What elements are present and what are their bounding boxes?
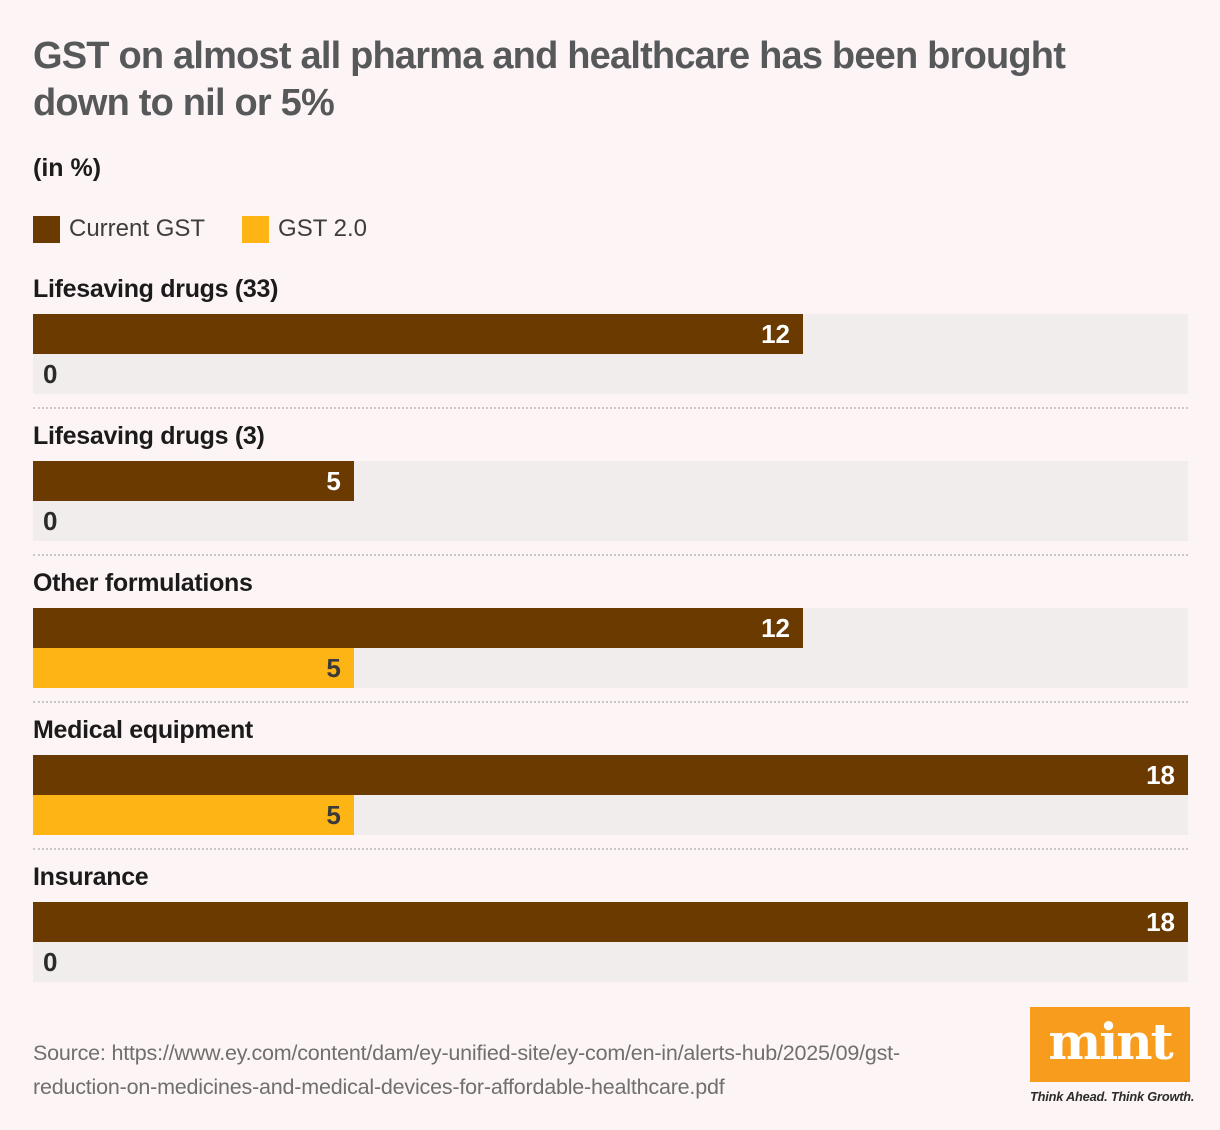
category-group: Lifesaving drugs (3) 5 0: [33, 421, 1188, 541]
bar-segment: 12: [33, 314, 803, 354]
bar-track-gst-2-0: 0: [33, 354, 1188, 394]
bar-value-label-zero: 0: [43, 947, 58, 977]
bar-value-label-zero: 0: [43, 506, 58, 536]
bar-segment: 18: [33, 902, 1188, 942]
bar-track-current-gst: 12: [33, 314, 1188, 354]
bar-track-current-gst: 12: [33, 608, 1188, 648]
bar-value-label: 5: [326, 465, 341, 496]
bar-segment: 5: [33, 795, 354, 835]
bar-value-label: 12: [761, 318, 790, 349]
legend-swatch-gst-2-0: [242, 215, 270, 243]
bar-segment: 12: [33, 608, 803, 648]
dotted-separator: [33, 554, 1188, 556]
dotted-separator: [33, 701, 1188, 703]
bar-value-label: 12: [761, 612, 790, 643]
mint-logo-text: mint: [1048, 1011, 1173, 1071]
chart-title-line1: GST on almost all pharma and healthcare …: [33, 35, 1066, 77]
category-label: Insurance: [33, 863, 149, 891]
bar-track-gst-2-0: 5: [33, 795, 1188, 835]
bar-value-label: 18: [1146, 759, 1175, 790]
bar-value-label: 5: [326, 799, 341, 830]
chart-title-line2: down to nil or 5%: [33, 82, 335, 124]
legend-item-gst-2-0: GST 2.0: [242, 215, 367, 243]
bar-value-label: 5: [326, 652, 341, 683]
chart-title: GST on almost all pharma and healthcare …: [33, 33, 1188, 127]
legend-label-gst-2-0: GST 2.0: [278, 215, 367, 242]
category-group: Other formulations 12 5: [33, 568, 1188, 688]
bar-segment: 5: [33, 648, 354, 688]
dotted-separator: [33, 848, 1188, 850]
category-label: Lifesaving drugs (3): [33, 422, 265, 450]
category-label: Lifesaving drugs (33): [33, 275, 279, 303]
legend-swatch-current-gst: [33, 215, 60, 243]
bar-track-current-gst: 18: [33, 755, 1188, 795]
source-text: Source: https://www.ey.com/content/dam/e…: [33, 1036, 900, 1104]
source-line1: Source: https://www.ey.com/content/dam/e…: [33, 1041, 900, 1065]
category-label: Medical equipment: [33, 716, 253, 744]
mint-tagline: Think Ahead. Think Growth.: [1030, 1089, 1195, 1104]
mint-logo: mint: [1030, 1007, 1190, 1082]
category-label: Other formulations: [33, 569, 253, 597]
source-line2: reduction-on-medicines-and-medical-devic…: [33, 1075, 725, 1099]
category-group: Medical equipment 18 5: [33, 715, 1188, 835]
category-group: Insurance 18 0: [33, 862, 1188, 982]
bar-track-gst-2-0: 0: [33, 942, 1188, 982]
bar-track-gst-2-0: 5: [33, 648, 1188, 688]
bar-track-current-gst: 18: [33, 902, 1188, 942]
bar-track-current-gst: 5: [33, 461, 1188, 501]
legend: Current GST GST 2.0: [33, 215, 1188, 243]
bar-segment: 18: [33, 755, 1188, 795]
bar-segment: 5: [33, 461, 354, 501]
bar-track-gst-2-0: 0: [33, 501, 1188, 541]
publisher-brand: mint Think Ahead. Think Growth.: [1030, 1007, 1195, 1104]
bar-value-label: 18: [1146, 906, 1175, 937]
chart-unit-label: (in %): [33, 154, 102, 182]
legend-item-current-gst: Current GST: [33, 215, 205, 243]
bar-value-label-zero: 0: [43, 359, 58, 389]
category-group: Lifesaving drugs (33) 12 0: [33, 274, 1188, 394]
dotted-separator: [33, 407, 1188, 409]
legend-label-current-gst: Current GST: [69, 215, 206, 242]
bar-chart: Lifesaving drugs (33) 12 0 Lifesaving drugs…: [33, 274, 1188, 982]
